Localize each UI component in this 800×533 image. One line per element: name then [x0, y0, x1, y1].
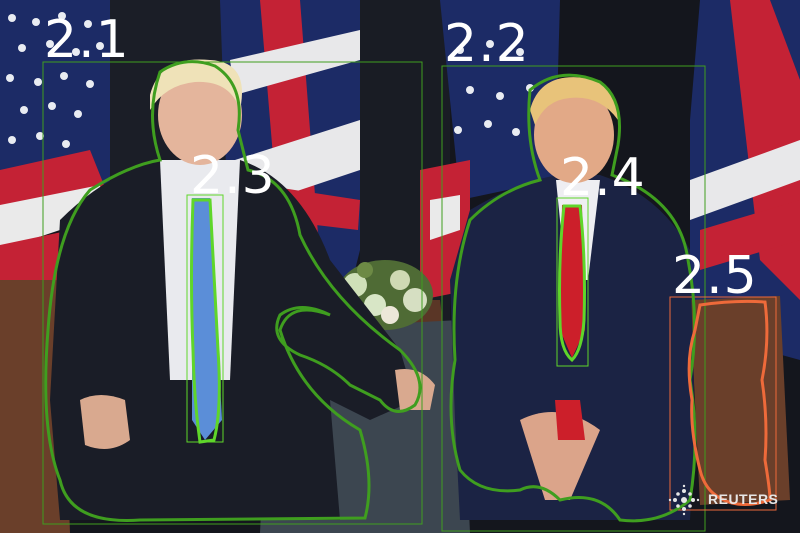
segmentation-2-3 — [190, 198, 221, 444]
annotation-label-2-5: 2.5 — [672, 246, 758, 306]
bbox-2-1 — [42, 61, 423, 525]
segmentation-2-2 — [449, 73, 697, 523]
bbox-2-5 — [669, 296, 777, 511]
red-tie-lower — [555, 400, 585, 440]
segmentation-2-4 — [558, 204, 586, 363]
red-tie — [560, 205, 585, 358]
us-flag-center — [420, 0, 560, 300]
reuters-wordmark: REUTERS — [708, 491, 779, 507]
reuters-dot-logo-icon — [668, 484, 700, 516]
chair-left — [0, 280, 70, 533]
blue-tie — [192, 198, 222, 440]
bbox-2-2 — [441, 65, 706, 532]
segmentation-2-5 — [687, 299, 772, 506]
segmentation-2-1 — [44, 60, 422, 522]
annotation-label-2-3: 2.3 — [190, 146, 276, 206]
reuters-watermark: REUTERS — [668, 483, 798, 517]
annotation-label-2-4: 2.4 — [560, 148, 646, 208]
annotation-label-2-1: 2.1 — [44, 10, 130, 70]
person-left — [50, 59, 435, 520]
bbox-2-4 — [556, 197, 589, 367]
uk-flag-right — [690, 0, 800, 360]
annotation-label-2-2: 2.2 — [444, 14, 530, 74]
